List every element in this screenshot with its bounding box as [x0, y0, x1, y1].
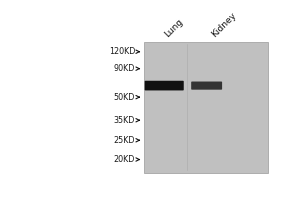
Text: 20KD: 20KD: [114, 155, 135, 164]
FancyBboxPatch shape: [145, 81, 184, 90]
Text: 120KD: 120KD: [109, 47, 135, 56]
Text: 35KD: 35KD: [114, 116, 135, 125]
Text: 50KD: 50KD: [114, 93, 135, 102]
Text: Lung: Lung: [163, 17, 184, 39]
Bar: [145, 42, 268, 173]
Text: Kidney: Kidney: [210, 11, 238, 39]
Text: 25KD: 25KD: [114, 136, 135, 145]
FancyBboxPatch shape: [191, 82, 222, 90]
Text: 90KD: 90KD: [114, 64, 135, 73]
